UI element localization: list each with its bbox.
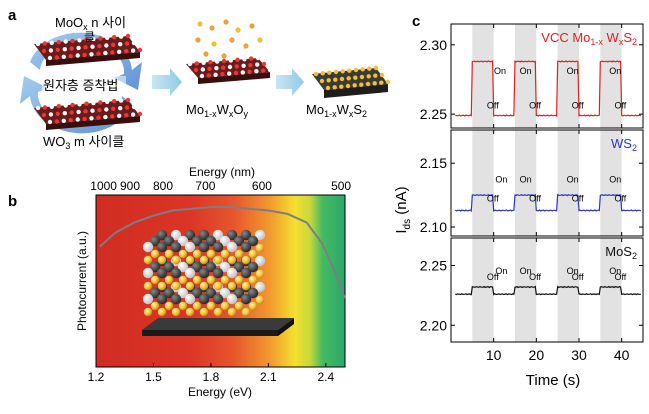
- on-label: On: [567, 266, 579, 276]
- crystal-structure-graphic: [142, 229, 294, 336]
- series-label: VCC Mo1-x WxS2: [541, 30, 637, 47]
- top-tick-label: 700: [195, 179, 215, 193]
- moox-cycle-label: MoOx n 사이: [55, 15, 126, 32]
- top-tick-label: 1000: [90, 179, 117, 193]
- off-label: Off: [614, 194, 626, 204]
- current-trace: [454, 193, 642, 213]
- top-tick-label: 800: [153, 179, 173, 193]
- on-label: On: [609, 266, 621, 276]
- top-tick-label: 900: [120, 179, 140, 193]
- process-arrow-2: [276, 68, 304, 96]
- off-label: Off: [572, 194, 584, 204]
- y-tick-label: 2.25: [420, 106, 447, 122]
- y-tick-label: 2.25: [420, 257, 447, 273]
- y-tick-label: 2.10: [420, 219, 447, 235]
- off-label: Off: [529, 194, 541, 204]
- time-tick-label: 10: [486, 347, 502, 363]
- panel-a: a MoOx n 사이 클 원자층 증착법 WO3 m 사이클: [8, 7, 391, 151]
- on-label: On: [567, 174, 579, 184]
- off-period-band: [515, 24, 537, 128]
- subplot-frame: [450, 23, 644, 129]
- panel-letter-a: a: [8, 7, 17, 24]
- off-period-band: [472, 130, 494, 236]
- off-period-band: [600, 130, 622, 236]
- on-label: On: [520, 66, 532, 76]
- y-axis-label: Photocurrent (a.u.): [75, 231, 89, 331]
- on-label: On: [520, 174, 532, 184]
- off-period-band: [557, 24, 579, 128]
- bottom-axis-ticks: 1.2 1.5 1.8 2.1 2.4: [88, 363, 335, 384]
- off-label: Off: [487, 101, 499, 111]
- off-period-band: [515, 130, 537, 236]
- off-label: Off: [487, 194, 499, 204]
- y-tick-label: 2.20: [420, 317, 447, 333]
- on-label: On: [495, 266, 507, 276]
- panel-b: b Energy (nm) 1000 900 800 700 600 500 1.2 1.5…: [8, 165, 351, 399]
- y-axis-label-ids: Ids (nA): [393, 186, 413, 233]
- wo3-layer-graphic: [34, 97, 143, 130]
- moox-cycle-label-wrap: 클: [84, 30, 95, 44]
- bottom-tick-label: 1.2: [88, 370, 105, 384]
- on-label: On: [494, 66, 506, 76]
- y-tick-label: 2.15: [420, 155, 447, 171]
- off-label: Off: [572, 101, 584, 111]
- subplot-1: On Off On Off On Off On Off 2.30 2.25 VCC Mo1-x Wx…: [420, 23, 644, 129]
- on-label: On: [495, 174, 507, 184]
- top-tick-label: 500: [331, 179, 351, 193]
- subplot-2: On Off On Off On Off On Off 2.15 2.10 WS2: [420, 129, 644, 237]
- y-tick-label: 2.30: [420, 37, 447, 53]
- off-period-band: [557, 130, 579, 236]
- wo3-cycle-label: WO3 m 사이클: [43, 134, 124, 151]
- time-tick-label: 30: [571, 347, 587, 363]
- series-label: MoS2: [605, 244, 637, 261]
- top-axis-label: Energy (nm): [189, 165, 255, 179]
- series-label: WS2: [611, 136, 637, 153]
- bottom-tick-label: 1.5: [145, 370, 162, 384]
- mows2-layer-graphic: [312, 65, 391, 98]
- time-axis-label: Time (s): [526, 372, 580, 389]
- x-axis-label: Energy (eV): [188, 385, 252, 399]
- off-label: Off: [572, 272, 584, 282]
- bottom-tick-label: 2.4: [318, 370, 335, 384]
- ald-center-label: 원자층 증착법: [43, 78, 118, 93]
- current-trace: [455, 59, 642, 117]
- bottom-tick-label: 1.8: [203, 370, 220, 384]
- top-tick-label: 600: [252, 179, 272, 193]
- off-period-band: [600, 238, 622, 342]
- current-trace: [454, 285, 641, 296]
- off-period-band: [515, 238, 537, 342]
- subplot-frame: [450, 237, 644, 343]
- off-period-band: [472, 24, 494, 128]
- on-label: On: [609, 174, 621, 184]
- mowo-oxide-graphic: [186, 19, 273, 84]
- on-label: On: [520, 266, 532, 276]
- time-tick-label: 40: [614, 347, 630, 363]
- panel-letter-c: c: [412, 13, 420, 30]
- mowo-oxide-label: Mo1-xWxOy: [186, 102, 248, 119]
- on-label: On: [567, 66, 579, 76]
- spectrum-background: [95, 194, 346, 368]
- off-label: Off: [487, 272, 499, 282]
- off-label: Off: [529, 101, 541, 111]
- off-period-band: [557, 238, 579, 342]
- bottom-tick-label: 2.1: [260, 370, 277, 384]
- subplot-frame: [450, 129, 644, 237]
- off-label: Off: [614, 101, 626, 111]
- top-axis-ticks: 1000 900 800 700 600 500: [90, 179, 351, 199]
- process-arrow-1: [152, 68, 182, 96]
- panel-letter-b: b: [8, 193, 17, 210]
- off-label: Off: [614, 272, 626, 282]
- moox-layer-graphic: [34, 33, 143, 66]
- time-tick-label: 20: [529, 347, 545, 363]
- off-period-band: [472, 238, 494, 342]
- on-label: On: [609, 66, 621, 76]
- off-label: Off: [529, 272, 541, 282]
- off-period-band: [600, 24, 622, 128]
- photocurrent-curve: [99, 206, 346, 299]
- mows2-label: Mo1-xWxS2: [306, 102, 367, 119]
